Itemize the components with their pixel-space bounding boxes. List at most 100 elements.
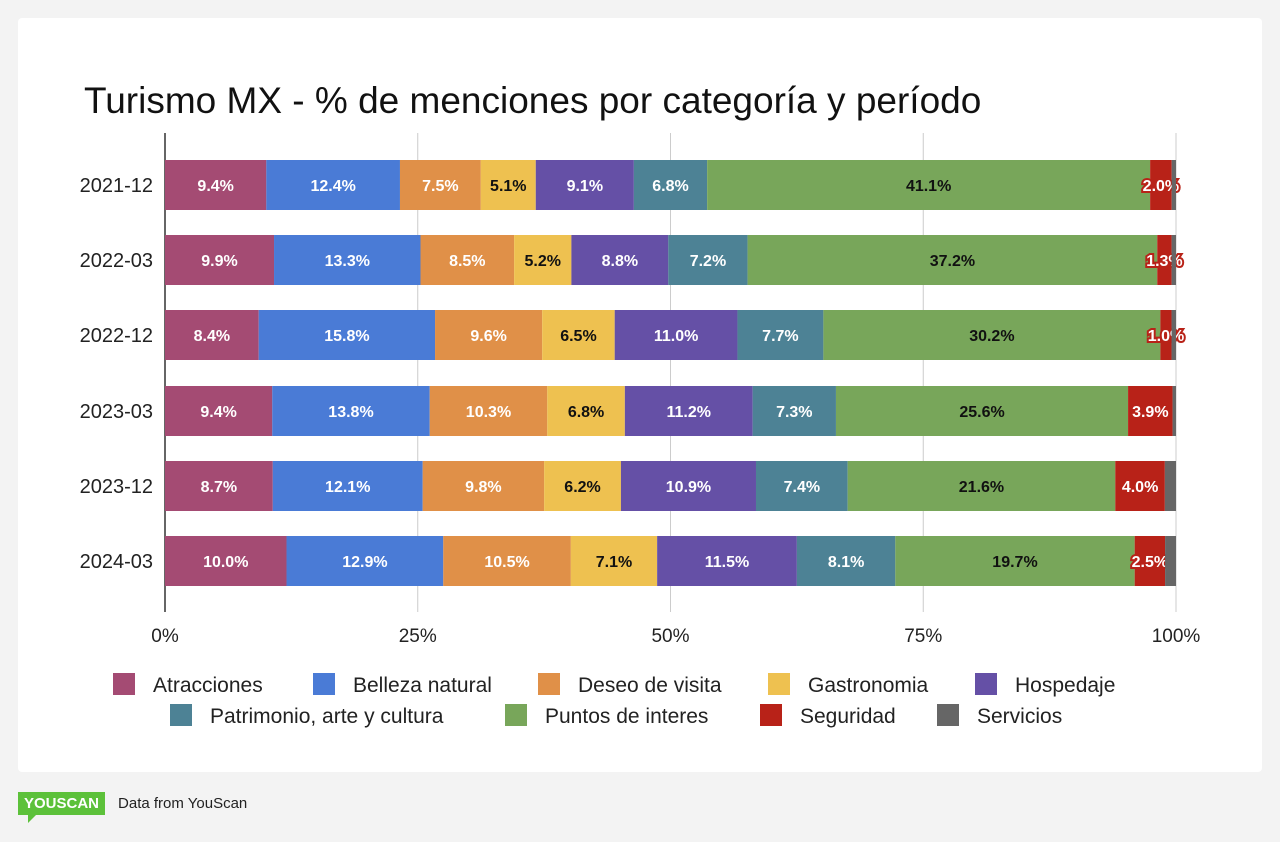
legend-swatch (538, 673, 560, 695)
bar-segment (1150, 160, 1172, 210)
bar-segment (272, 461, 423, 511)
data-label: 7.4% (784, 479, 820, 496)
data-label: 8.7% (201, 479, 237, 496)
bar-segment (752, 386, 836, 436)
legend-label: Puntos de interes (545, 705, 708, 728)
legend-item: Patrimonio, arte y cultura (170, 704, 444, 728)
legend-item: Servicios (937, 704, 1062, 728)
bar-segment (258, 310, 436, 360)
bar-segment (274, 235, 421, 285)
legend-label: Servicios (977, 705, 1062, 728)
legend-swatch (937, 704, 959, 726)
bar-segment (1128, 386, 1173, 436)
legend-label: Patrimonio, arte y cultura (210, 705, 444, 728)
data-label: 12.4% (310, 178, 355, 195)
data-label: 9.8% (465, 479, 501, 496)
legend-item: Gastronomia (768, 673, 929, 697)
bar-segment (535, 160, 634, 210)
bar-segment (272, 386, 430, 436)
source-text: Data from YouScan (118, 795, 248, 812)
bar-segment (266, 160, 400, 210)
data-label: 2.0% (1143, 178, 1179, 195)
bar-segment (514, 235, 572, 285)
legend-label: Hospedaje (1015, 674, 1115, 697)
y-tick-label: 2024-03 (80, 551, 153, 573)
data-label: 8.1% (828, 554, 864, 571)
data-label: 7.7% (762, 328, 798, 345)
bar-segment (1157, 235, 1172, 285)
bar-segment (796, 536, 896, 586)
data-label: 13.8% (328, 404, 373, 421)
data-label: 5.1% (490, 178, 526, 195)
chart-title: Turismo MX - % de menciones por categorí… (84, 80, 982, 121)
bar-segment (747, 235, 1158, 285)
legend-label: Seguridad (800, 705, 896, 728)
bar-segment (165, 160, 267, 210)
bar-segment (668, 235, 748, 285)
bar-segment (1171, 310, 1176, 360)
data-label: 11.0% (654, 328, 698, 345)
bar-segment (544, 461, 621, 511)
bar-segment (480, 160, 536, 210)
legend-item: Atracciones (113, 673, 263, 697)
bar-segment (286, 536, 444, 586)
bar-segment (435, 310, 543, 360)
y-tick-label: 2023-03 (80, 401, 153, 423)
x-tick-label: 0% (151, 626, 179, 647)
data-label: 2.5% (1132, 554, 1168, 571)
data-label: 8.4% (194, 328, 230, 345)
bar-segment (165, 235, 275, 285)
bar-segment (1134, 536, 1166, 586)
data-label: 5.2% (525, 253, 561, 270)
y-tick-label: 2022-03 (80, 250, 153, 272)
bar-segment (620, 461, 756, 511)
x-tick-label: 50% (651, 626, 689, 647)
bar-segment (614, 310, 738, 360)
bar-segment (657, 536, 797, 586)
legend-item: Deseo de visita (538, 673, 722, 697)
bar-segment (422, 461, 545, 511)
data-label: 7.2% (690, 253, 726, 270)
data-label: 15.8% (324, 328, 369, 345)
legend-swatch (760, 704, 782, 726)
bar-segment (624, 386, 753, 436)
bar-segment (1171, 160, 1176, 210)
data-label: 10.0% (203, 554, 248, 571)
y-tick-label: 2023-12 (80, 476, 153, 498)
data-label: 4.0% (1122, 479, 1158, 496)
x-tick-label: 75% (904, 626, 942, 647)
data-label: 1.3% (1146, 253, 1182, 270)
bar-segment (1164, 461, 1176, 511)
data-label: 9.4% (197, 178, 233, 195)
data-label: 6.2% (564, 479, 600, 496)
data-label: 1.0% (1148, 328, 1184, 345)
x-tick-label: 25% (399, 626, 437, 647)
data-label: 7.3% (776, 404, 812, 421)
data-label: 9.1% (567, 178, 603, 195)
bar-segment (755, 461, 848, 511)
legend-item: Belleza natural (313, 673, 492, 697)
footer: YOUSCAN Data from YouScan (18, 792, 248, 823)
bar-segment (707, 160, 1151, 210)
data-label: 30.2% (969, 328, 1014, 345)
bar-segment (443, 536, 571, 586)
data-label: 12.1% (325, 479, 370, 496)
bar-segment (429, 386, 548, 436)
bar-segment (165, 461, 273, 511)
bar-segment (847, 461, 1116, 511)
stacked-bar-chart: 0% 25% 50% 75% 100% 2021-12 9.4% 12.4% 7.5% 5.1% 9… (80, 133, 1200, 728)
data-label: 7.5% (422, 178, 458, 195)
bar-segment (571, 235, 669, 285)
data-label: 9.6% (470, 328, 506, 345)
bar-segment (165, 310, 259, 360)
data-label: 9.9% (201, 253, 237, 270)
bar-segment (823, 310, 1161, 360)
data-label: 3.9% (1132, 404, 1168, 421)
legend-label: Belleza natural (353, 674, 492, 697)
legend-swatch (975, 673, 997, 695)
data-label: 37.2% (930, 253, 975, 270)
data-label: 25.6% (959, 404, 1004, 421)
data-label: 6.8% (568, 404, 604, 421)
data-label: 19.7% (992, 554, 1037, 571)
bar-segment (1115, 461, 1165, 511)
